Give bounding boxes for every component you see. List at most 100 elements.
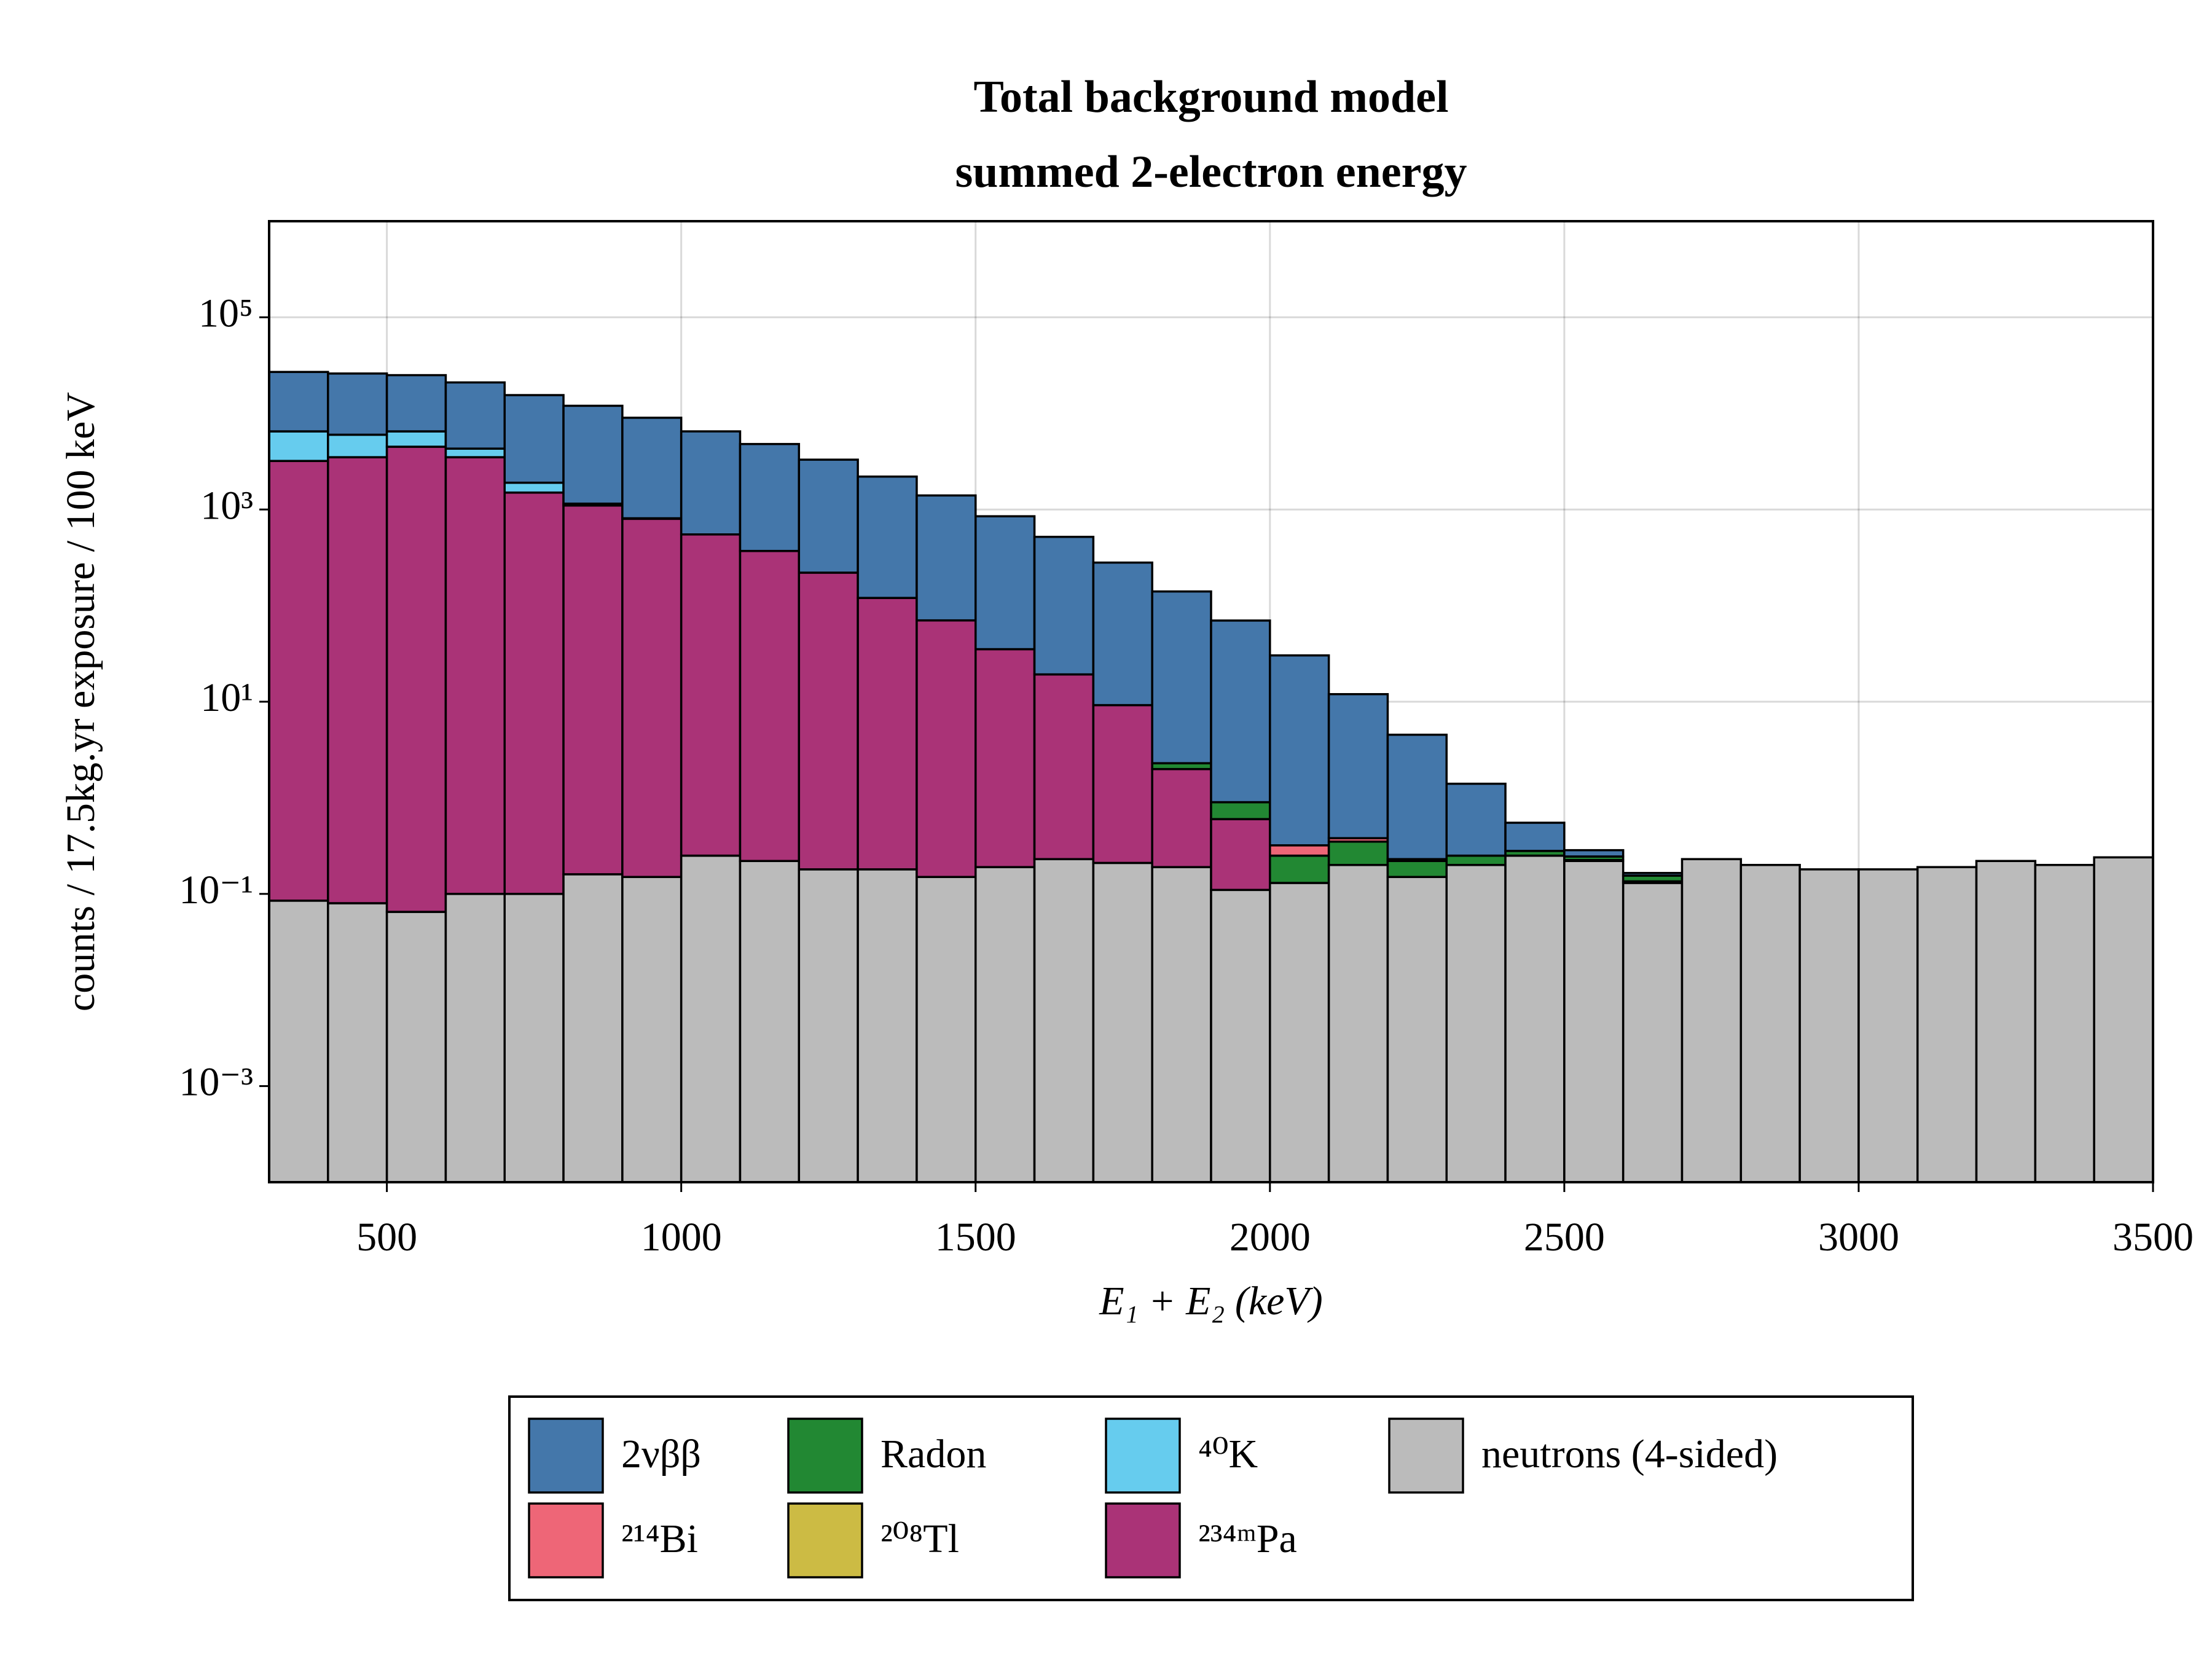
bar-segment [1739,863,1801,1183]
y-tick-label: 10⁵ [198,291,253,336]
legend-swatch [1388,1418,1464,1494]
bar-segment [621,876,683,1183]
bar-segment [562,404,624,505]
bar-segment [857,597,918,871]
bar-segment [916,619,977,879]
bar-segment [268,430,329,462]
bar-segment [562,504,624,876]
bar-segment [1622,882,1684,1183]
bar-segment [739,860,801,1183]
bar-segment [444,456,506,895]
legend-label: neutrons (4-sided) [1481,1432,1778,1477]
bar-segment [1445,863,1507,1183]
bar-segment [327,456,388,904]
x-tick-label: 2500 [1524,1215,1605,1260]
bar-segment [1092,861,1153,1183]
bar-segment [1386,734,1448,860]
bar-segment [1092,704,1153,865]
bar-segment [503,491,565,895]
bar-segment [268,371,329,433]
legend-swatch [1105,1502,1181,1579]
bar-segment [857,475,918,599]
legend-label: 2νββ [621,1432,701,1477]
bar-segment [680,854,742,1183]
y-tick-label: 10³ [200,483,253,528]
bar-segment [739,549,801,862]
bar-segment [268,900,329,1183]
bar-segment [1327,840,1389,866]
bar-segment [2093,856,2154,1183]
x-tick-label: 2000 [1230,1215,1311,1260]
bar-segment [1622,872,1684,877]
bar-segment [1916,866,1978,1183]
legend-swatch [787,1418,863,1494]
bar-segment [1151,590,1212,764]
bar-segment [798,868,859,1183]
bar-segment [857,868,918,1183]
bar-segment [1857,868,1919,1183]
bar-segment [2034,863,2095,1183]
bar-segment [1033,673,1095,860]
bar-segment [1327,863,1389,1183]
bar-segment [268,460,329,902]
bar-segment [562,873,624,1183]
bar-segment [680,430,742,536]
bar-segment [1798,868,1860,1183]
bar-segment [1210,888,1271,1183]
legend-swatch [528,1418,604,1494]
bar-segment [1151,866,1212,1183]
bar-segment [1269,844,1330,857]
bar-segment [1210,619,1271,804]
bar-segment [503,394,565,484]
bar-segment [916,876,977,1183]
bar-segment [916,494,977,622]
bar-segment [503,893,565,1183]
bar-segment [621,417,683,520]
legend-label: ²¹⁴Bi [621,1516,698,1561]
legend-box [508,1395,1914,1601]
bar-segment [1504,854,1566,1183]
legend-label: ²³⁴ᵐPa [1198,1516,1297,1561]
bar-segment [1269,882,1330,1183]
bar-segment [1269,654,1330,847]
y-axis-label: counts / 17.5kg.yr exposure / 100 keV [58,392,103,1011]
bar-segment [621,517,683,879]
bar-segment [1327,692,1389,839]
bar-segment [1563,860,1625,1183]
bar-segment [385,374,447,433]
bar-segment [1445,854,1507,866]
legend-swatch [787,1502,863,1579]
legend-swatch [528,1502,604,1579]
bar-segment [739,442,801,552]
bar-segment [975,866,1036,1183]
bar-segment [327,433,388,458]
bar-segment [503,481,565,494]
x-tick-label: 3500 [2112,1215,2194,1260]
legend-label: ²⁰⁸Tl [880,1516,959,1561]
bar-segment [975,515,1036,651]
bar-segment [1681,858,1743,1183]
bar-segment [680,533,742,857]
x-tick-label: 3000 [1818,1215,1899,1260]
bar-segment [385,445,447,913]
bar-segment [1269,854,1330,884]
bar-segment [444,893,506,1183]
bar-segment [444,447,506,458]
bar-segment [1092,561,1153,707]
y-tick-label: 10¹ [200,675,253,720]
bar-segment [385,430,447,448]
bar-segment [798,571,859,871]
bar-segment [975,648,1036,868]
bar-segment [1151,767,1212,868]
bar-segment [1210,818,1271,892]
x-tick-label: 500 [356,1215,417,1260]
bar-segment [385,911,447,1183]
bar-segment [327,372,388,436]
bar-segment [1033,858,1095,1183]
legend-swatch [1105,1418,1181,1494]
bar-segment [1975,860,2037,1183]
bar-segment [1445,782,1507,857]
bar-segment [1210,801,1271,820]
